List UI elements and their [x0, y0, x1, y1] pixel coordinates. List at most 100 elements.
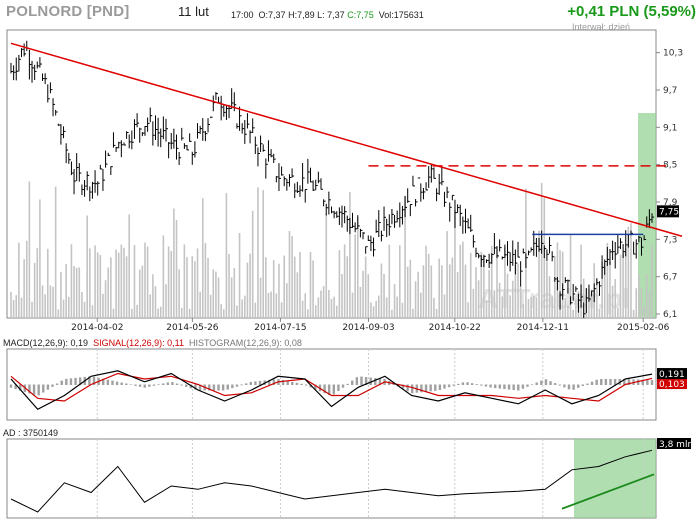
volume-bar [388, 244, 391, 318]
volume-bar [632, 309, 635, 318]
volume-bar [288, 230, 291, 318]
histogram-bar [480, 384, 483, 386]
histogram-bar [171, 382, 174, 385]
volume-bar [401, 302, 404, 318]
histogram-bar [189, 384, 193, 389]
volume-bar [110, 257, 112, 318]
volume-bar [57, 309, 60, 318]
volume-bar [144, 242, 146, 318]
histogram-bar [102, 378, 105, 385]
volume-bar [451, 257, 454, 318]
volume-bar [67, 296, 70, 318]
volume-bar [580, 244, 582, 318]
xtick-label: 2014-09-03 [342, 323, 394, 333]
volume-bar [372, 306, 375, 318]
histogram-bar [526, 384, 529, 387]
volume-bar [525, 188, 527, 318]
histogram-bar [411, 384, 414, 394]
volume-bar [464, 264, 467, 318]
volume-bar [404, 195, 406, 318]
volume-bar [446, 231, 448, 318]
histogram-bar [484, 384, 488, 387]
volume-bar [104, 280, 107, 318]
volume-bar [78, 267, 81, 318]
histogram-bar [314, 384, 317, 390]
histogram-bar [623, 379, 626, 385]
histogram-bar [517, 384, 520, 391]
volume-bar [385, 297, 388, 318]
histogram-bar [457, 383, 460, 385]
volume-bar [645, 274, 648, 318]
histogram-bar [198, 384, 202, 391]
histogram-bar [475, 384, 478, 385]
volume-bar [548, 276, 551, 318]
histogram-bar [346, 383, 349, 385]
volume-bar [91, 305, 94, 318]
volume-bar [393, 284, 396, 318]
volume-bar [75, 267, 78, 318]
volume-bar [138, 269, 141, 318]
volume-bar [249, 253, 251, 318]
histogram-bar [323, 384, 326, 394]
histogram-bar [258, 380, 262, 385]
volume-bar [519, 285, 522, 318]
volume-bar [535, 297, 538, 318]
volume-bar [553, 256, 556, 318]
histogram-bar [351, 380, 354, 385]
volume-bar [391, 309, 393, 318]
volume-bar [590, 289, 593, 318]
histogram-bar [88, 376, 91, 385]
quote-time: 17:00 [231, 10, 254, 20]
histogram-bar [272, 379, 276, 385]
volume-bar [603, 262, 606, 318]
histogram-bar [125, 383, 128, 385]
histogram-bar [300, 383, 303, 385]
volume-bar [186, 257, 188, 318]
volume-bar [180, 307, 183, 318]
volume-bar [414, 281, 417, 318]
interval-label: Interwał: dzień [572, 22, 631, 32]
volume-bar [467, 302, 469, 318]
volume-bar [504, 247, 506, 318]
volume-bar [399, 245, 401, 318]
histogram-bar [641, 379, 644, 385]
volume-bar [383, 273, 385, 318]
histogram-bar [226, 384, 229, 390]
histogram-bar [452, 384, 455, 386]
volume-bar [236, 305, 238, 318]
histogram-bar [466, 382, 469, 385]
volume-bar [141, 265, 144, 318]
histogram-bar [152, 384, 156, 386]
volume-bar [31, 301, 33, 318]
ticker-title: POLNORD [PND] [6, 3, 130, 20]
volume-bar [309, 252, 312, 318]
volume-bar [498, 282, 501, 318]
volume-bar [251, 210, 254, 318]
volume-bar [362, 270, 364, 318]
volume-bar [278, 263, 280, 318]
volume-bar [377, 295, 380, 318]
volume-bar [154, 286, 157, 318]
volume-bar [651, 246, 653, 318]
volume-bar [569, 234, 572, 318]
volume-bar [112, 308, 115, 318]
volume-bar [380, 263, 383, 318]
histogram-bar [55, 383, 59, 385]
signal-label: SIGNAL(12,26,9): 0,11 [93, 338, 184, 348]
signal-value-label: 0,103 [659, 380, 685, 390]
volume-bar [483, 256, 485, 318]
histogram-bar [46, 384, 50, 390]
volume-bar [338, 250, 341, 318]
volume-bar [575, 299, 577, 318]
histogram-bar [249, 381, 252, 385]
volume-bar [425, 245, 427, 318]
volume-bar [65, 264, 67, 318]
volume-bar [39, 199, 41, 318]
volume-bar [420, 292, 422, 318]
volume-bar [588, 288, 590, 318]
volume-bar [10, 292, 12, 318]
volume-bar [638, 274, 640, 318]
volume-bar [517, 263, 519, 318]
histogram-bar [378, 378, 382, 385]
